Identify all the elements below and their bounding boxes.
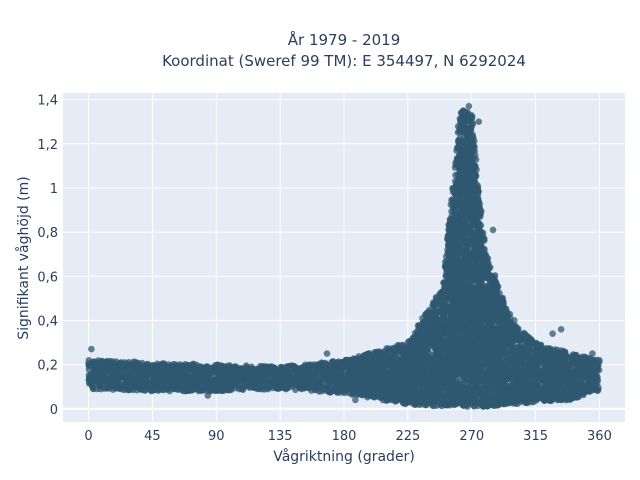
data-point — [467, 111, 475, 119]
data-point — [474, 182, 481, 189]
data-point — [477, 222, 485, 229]
data-point — [471, 173, 479, 181]
data-point — [473, 166, 480, 174]
data-points — [85, 102, 603, 410]
chart-title-line1: År 1979 - 2019 — [288, 30, 401, 49]
data-point — [475, 188, 482, 195]
chart-title-line2: Koordinat (Sweref 99 TM): E 354497, N 62… — [162, 52, 526, 70]
data-point — [470, 142, 477, 150]
data-point — [469, 120, 477, 127]
data-point — [472, 156, 480, 163]
